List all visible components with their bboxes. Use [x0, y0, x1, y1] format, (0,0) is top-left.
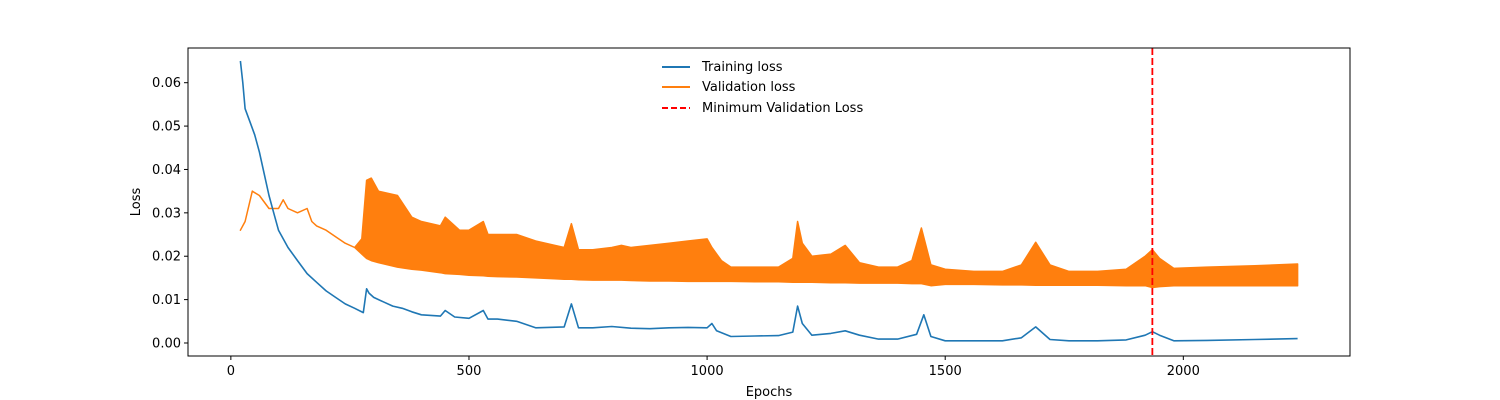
series-layer	[239, 48, 1299, 356]
x-tick-label: 2000	[1167, 364, 1200, 379]
y-axis: 0.00 0.01 0.02 0.03 0.04 0.05 0.06	[152, 76, 188, 351]
y-tick-label: 0.05	[152, 120, 181, 135]
x-tick-label: 1000	[691, 364, 724, 379]
legend-label-min-val: Minimum Validation Loss	[702, 101, 863, 116]
x-tick-label: 1500	[929, 364, 962, 379]
x-tick-label: 500	[457, 364, 482, 379]
x-tick-label: 0	[227, 364, 235, 379]
legend-label-validation: Validation loss	[702, 80, 796, 95]
x-axis: 0 500 1000 1500 2000	[227, 356, 1200, 379]
y-tick-label: 0.00	[152, 336, 181, 351]
x-axis-label: Epochs	[746, 385, 793, 400]
plot-frame	[187, 47, 1351, 357]
y-tick-label: 0.01	[152, 293, 181, 308]
y-tick-label: 0.04	[152, 163, 181, 178]
legend: Training loss Validation loss Minimum Va…	[662, 60, 863, 116]
y-tick-label: 0.02	[152, 250, 181, 265]
y-tick-label: 0.03	[152, 206, 181, 221]
training-loss-line	[239, 60, 1298, 342]
plot-area	[187, 47, 1351, 357]
validation-loss-band	[239, 177, 1299, 289]
legend-label-training: Training loss	[701, 60, 783, 75]
y-tick-label: 0.06	[152, 76, 181, 91]
y-axis-label: Loss	[129, 188, 144, 217]
